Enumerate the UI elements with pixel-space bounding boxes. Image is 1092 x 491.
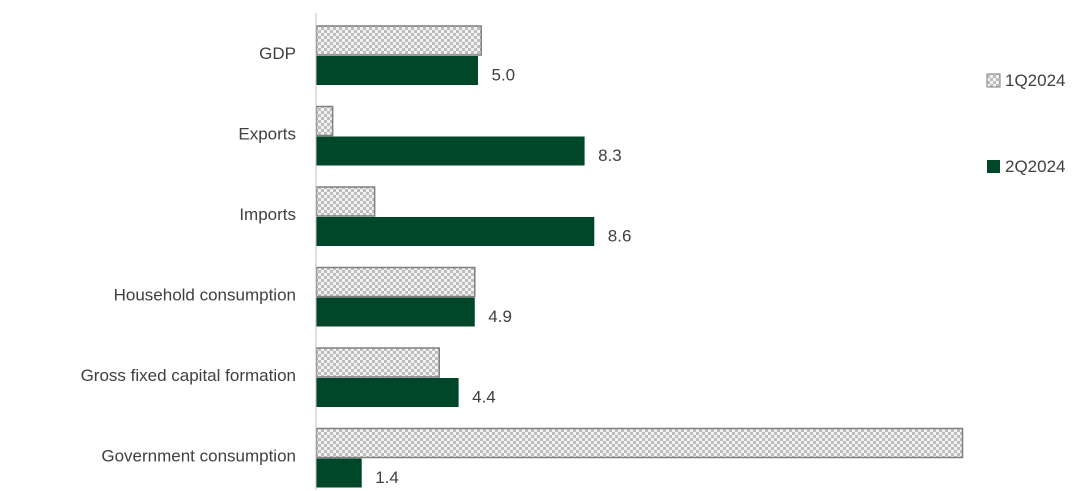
bar-2q2024-imports [316, 217, 595, 246]
bar-1q2024-household-consumption [315, 266, 476, 298]
legend: 1Q2024 2Q2024 [986, 71, 1066, 176]
checkered-swatch-icon [986, 73, 1001, 88]
bars-group [315, 25, 964, 488]
bar-2q2024-exports [316, 136, 585, 166]
category-label-exports: Exports [238, 125, 296, 144]
legend-label-1q2024: 1Q2024 [1005, 71, 1066, 90]
category-label-imports: Imports [239, 205, 296, 224]
value-label-government-consumption: 1.4 [375, 468, 399, 487]
legend-item-2q2024: 2Q2024 [987, 157, 1066, 176]
bar-2q2024-government-consumption [316, 458, 362, 488]
category-labels: GDP Exports Imports Household consumption Gr… [81, 44, 296, 466]
legend-item-1q2024: 1Q2024 [986, 71, 1066, 90]
value-label-exports: 8.3 [598, 146, 622, 165]
bar-1q2024-government-consumption [315, 427, 964, 459]
bar-1q2024-imports [315, 186, 376, 217]
category-label-gross-fixed-capital-formation: Gross fixed capital formation [81, 366, 296, 385]
category-label-government-consumption: Government consumption [101, 447, 296, 466]
bar-1q2024-gdp [315, 25, 482, 56]
category-label-household-consumption: Household consumption [114, 286, 296, 305]
bar-2q2024-household-consumption [316, 297, 475, 327]
value-label-gdp: 5.0 [492, 66, 516, 85]
value-label-imports: 8.6 [608, 227, 632, 246]
bar-1q2024-gross-fixed-capital-formation [315, 347, 440, 378]
bar-2q2024-gross-fixed-capital-formation [316, 378, 459, 407]
solid-swatch-icon [987, 160, 1000, 173]
category-label-gdp: GDP [259, 44, 296, 63]
value-label-household-consumption: 4.9 [488, 307, 512, 326]
bar-2q2024-gdp [316, 56, 478, 85]
legend-label-2q2024: 2Q2024 [1005, 157, 1066, 176]
value-labels: 5.0 8.3 8.6 4.9 4.4 1.4 [375, 66, 631, 488]
value-label-gross-fixed-capital-formation: 4.4 [472, 388, 496, 407]
bar-1q2024-exports [315, 105, 334, 137]
